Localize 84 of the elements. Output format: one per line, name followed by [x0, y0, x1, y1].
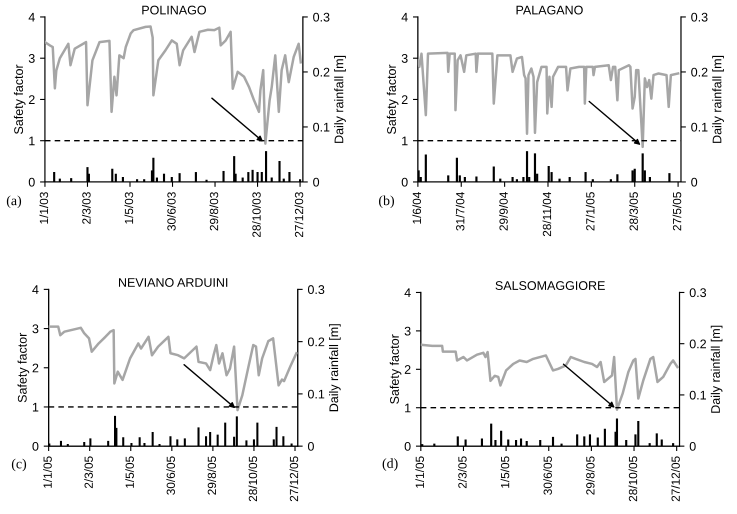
y-tick-label: 0: [404, 442, 411, 451]
y2-tick-label: 0.1: [690, 390, 706, 400]
x-tick-label: 30/6/03: [167, 192, 176, 231]
x-tick-label: 1/1/03: [39, 192, 48, 224]
x-tick-label: 27/12/05: [290, 456, 298, 502]
y-tick-label: 4: [28, 12, 35, 22]
x-tick-label: 1/1/05: [43, 456, 52, 488]
y-tick-label: 4: [401, 12, 408, 22]
y2-axis-title: Daily rainfall [m]: [712, 56, 724, 143]
y2-tick-label: 0.1: [313, 122, 330, 132]
y2-tick-label: 0.3: [691, 12, 708, 22]
x-tick-label: 2/3/05: [458, 456, 467, 488]
y-tick-label: 3: [404, 326, 411, 336]
y-tick-label: 3: [28, 54, 35, 63]
line-series: [44, 25, 302, 145]
y2-tick-label: 0.2: [313, 68, 330, 77]
y2-tick-label: 0.2: [691, 68, 708, 77]
x-tick-label: 30/6/05: [166, 456, 175, 495]
text: (a): [6, 195, 22, 208]
x-tick-label: 1/5/03: [124, 192, 134, 224]
line-series: [48, 325, 298, 412]
x-tick-label: 29/9/04: [499, 192, 508, 230]
x-tick-label: 1/5/05: [125, 456, 134, 488]
y2-tick-label: 0: [308, 442, 314, 451]
y-axis-title: Safety factor: [18, 332, 30, 402]
y2-axis-title: Daily rainfall [m]: [329, 324, 341, 412]
y-axis-title: Safety factor: [14, 64, 26, 134]
chart-title: PALAGANO: [516, 6, 583, 14]
y-axis-title: Safety factor: [390, 334, 402, 404]
line-series: [418, 52, 680, 148]
y2-axis-title: Daily rainfall [m]: [334, 56, 346, 143]
y-tick-label: 3: [402, 54, 408, 63]
y-tick-label: 4: [32, 285, 39, 294]
y2-tick-label: 0: [690, 442, 696, 451]
text: (c): [12, 458, 26, 472]
x-tick-label: 27/1/05: [586, 192, 595, 230]
y-tick-label: 2: [404, 365, 410, 374]
text: (b): [379, 195, 394, 208]
x-tick-label: 28/10/05: [248, 456, 258, 502]
y-tick-label: 4: [404, 288, 411, 297]
text: (d): [382, 458, 398, 471]
x-tick-label: 28/3/05: [629, 192, 638, 230]
y2-tick-label: 0.3: [308, 285, 324, 294]
y-tick-label: 0: [28, 178, 35, 187]
y2-axis-title: Daily rainfall [m]: [710, 326, 722, 413]
x-tick-label: 2/3/05: [84, 456, 93, 488]
chart-title: POLINAGO: [142, 6, 206, 14]
y-tick-label: 1: [32, 402, 38, 412]
y-axis-title: Safety factor: [386, 64, 398, 134]
x-tick-label: 27/12/03: [294, 192, 304, 238]
y-tick-label: 1: [29, 136, 35, 146]
y-tick-label: 0: [402, 178, 408, 187]
y-tick-label: 3: [32, 324, 38, 334]
y2-tick-label: 0: [313, 178, 320, 187]
x-tick-label: 1/5/05: [500, 456, 510, 488]
y-tick-label: 2: [32, 364, 38, 372]
chart-title: SALSOMAGGIORE: [496, 281, 605, 290]
y-tick-label: 2: [28, 95, 35, 104]
x-tick-label: 31/7/04: [456, 192, 464, 231]
y2-tick-label: 0.1: [691, 122, 708, 132]
x-tick-label: 1/6/04: [412, 192, 422, 224]
x-tick-label: 27/5/05: [672, 192, 682, 230]
x-tick-label: 28/10/03: [252, 192, 261, 238]
y-tick-label: 1: [405, 404, 410, 412]
x-tick-label: 28/10/05: [628, 456, 638, 502]
chart-title: NEVIANO ARDUINI: [119, 278, 228, 287]
x-tick-label: 1/1/05: [415, 456, 424, 488]
y2-tick-label: 0: [691, 178, 698, 187]
y2-tick-label: 0.1: [308, 390, 324, 399]
y2-tick-label: 0.2: [308, 337, 324, 346]
y2-tick-label: 0.2: [690, 339, 706, 348]
x-tick-label: 28/11/04: [542, 192, 552, 236]
y2-tick-label: 0.3: [690, 288, 706, 298]
x-tick-label: 2/3/03: [82, 192, 91, 224]
y-tick-label: 2: [402, 95, 408, 104]
y-tick-label: 0: [32, 442, 38, 451]
y-tick-label: 1: [402, 136, 408, 146]
x-tick-label: 30/6/05: [543, 456, 552, 495]
x-tick-label: 29/8/05: [207, 456, 216, 495]
line-series: [420, 343, 679, 411]
x-tick-label: 27/12/05: [671, 456, 680, 502]
x-tick-label: 29/8/05: [586, 456, 595, 495]
x-tick-label: 29/8/03: [210, 192, 218, 230]
y2-tick-label: 0.3: [313, 12, 330, 22]
